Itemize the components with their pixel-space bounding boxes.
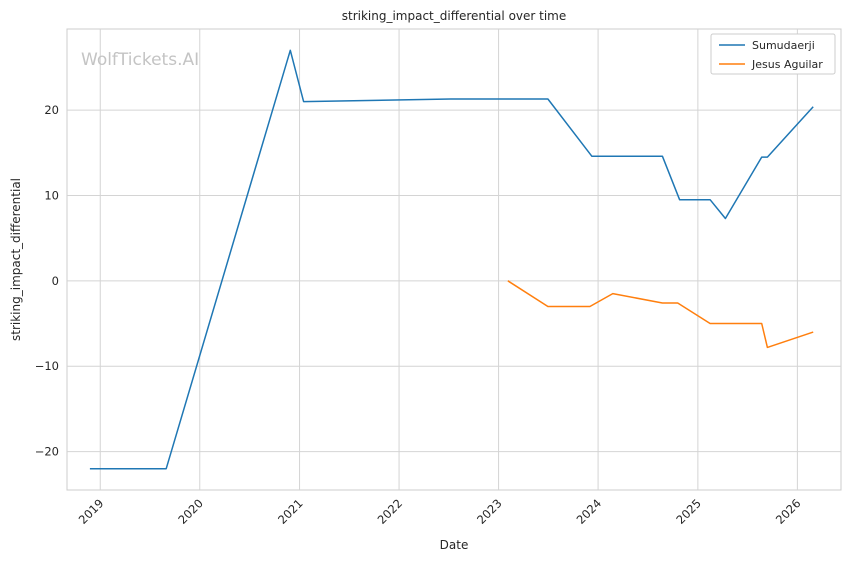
x-tick-label: 2020 bbox=[175, 496, 206, 527]
x-tick-label: 2019 bbox=[76, 496, 107, 527]
x-tick-label: 2022 bbox=[375, 496, 406, 527]
legend: Sumudaerji Jesus Aguilar bbox=[710, 33, 836, 75]
y-tick-label: 10 bbox=[44, 188, 59, 202]
x-tick-label: 2025 bbox=[673, 496, 704, 527]
grid-lines bbox=[67, 29, 841, 490]
series-line-sumudaerji bbox=[89, 49, 814, 470]
y-tick-label: −20 bbox=[35, 445, 59, 459]
series-line-jesus-aguilar bbox=[507, 280, 814, 349]
series-lines bbox=[89, 49, 814, 470]
x-axis-label: Date bbox=[440, 538, 469, 552]
legend-entry-sumudaerji: Sumudaerji bbox=[752, 39, 815, 52]
y-tick-label: −10 bbox=[35, 359, 59, 373]
y-tick-label: 0 bbox=[52, 274, 59, 288]
legend-entry-jesus-aguilar: Jesus Aguilar bbox=[751, 58, 823, 71]
x-tick-label: 2026 bbox=[773, 496, 804, 527]
watermark-text: WolfTickets.AI bbox=[81, 50, 199, 70]
x-tick-label: 2021 bbox=[275, 496, 306, 527]
x-tick-label: 2023 bbox=[474, 496, 505, 527]
plot-area bbox=[66, 28, 842, 491]
x-tick-label: 2024 bbox=[574, 496, 605, 527]
chart-title: striking_impact_differential over time bbox=[342, 9, 567, 23]
y-axis-label: striking_impact_differential bbox=[9, 178, 23, 341]
y-tick-label: 20 bbox=[44, 103, 59, 117]
